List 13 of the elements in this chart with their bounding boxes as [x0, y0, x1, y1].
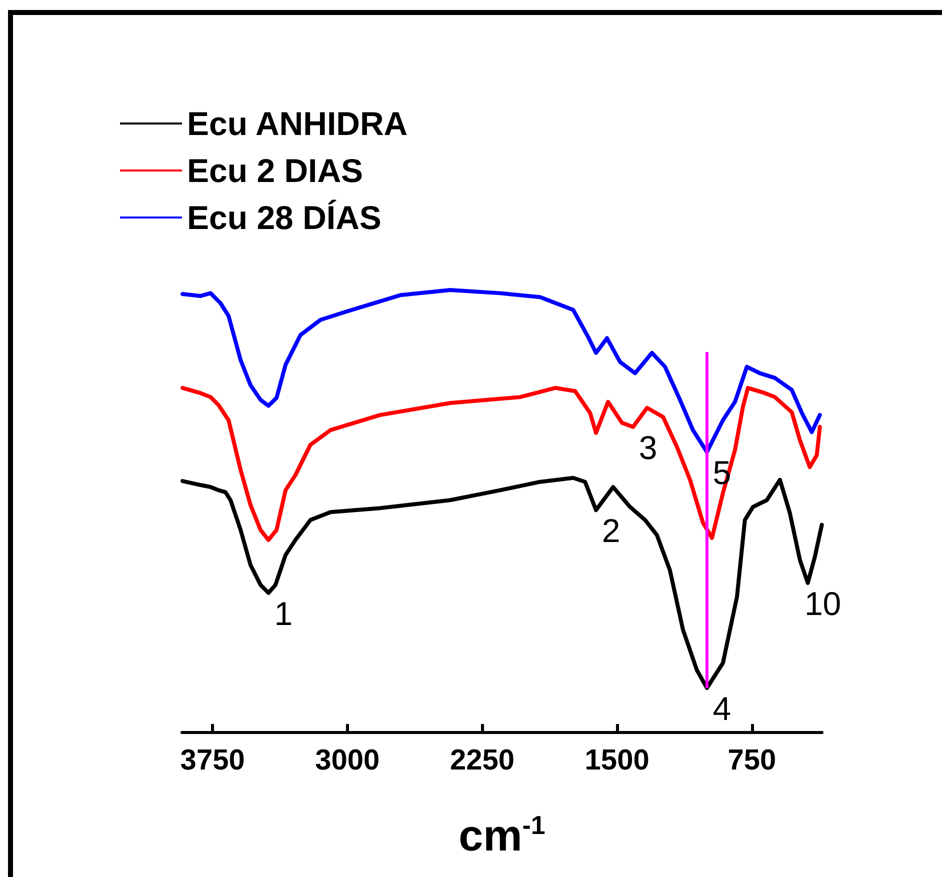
legend-label: Ecu 2 DIAS [187, 152, 364, 189]
annotation: 2 [602, 512, 620, 550]
annotation: 1 [274, 594, 293, 632]
x-tick-label: 3750 [180, 744, 245, 776]
x-tick-label: 3000 [315, 744, 380, 776]
x-tick-label: 2250 [450, 744, 514, 776]
x-tick-label: 750 [728, 744, 776, 776]
annotation: 3 [638, 428, 658, 466]
legend-label: Ecu 28 DÍAS [187, 199, 382, 236]
annotation: 10 [804, 584, 842, 622]
x-tick-label: 1500 [584, 744, 650, 776]
annotation: 4 [712, 690, 732, 727]
legend-label: Ecu ANHIDRA [187, 105, 408, 142]
